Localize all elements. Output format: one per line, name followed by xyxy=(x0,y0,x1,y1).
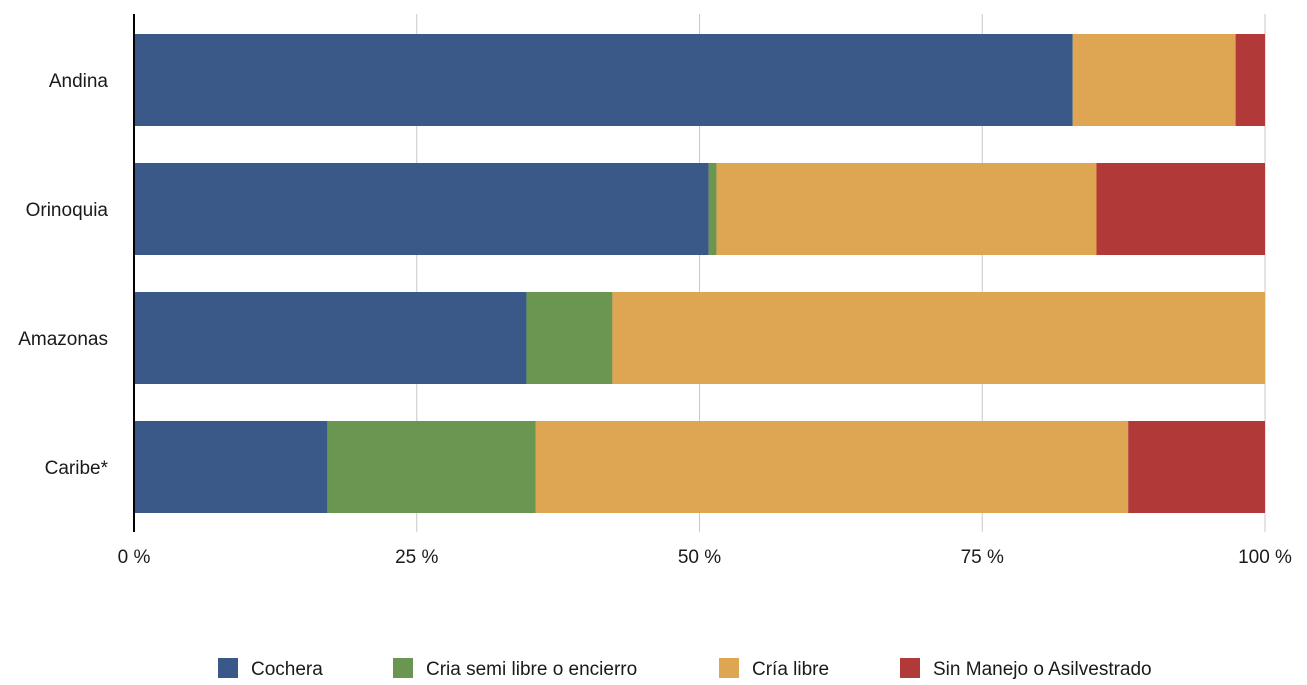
bar-amazonas-cria-libre xyxy=(612,292,1265,384)
category-labels: Andina Orinoquia Amazonas Caribe* xyxy=(18,71,108,479)
x-tick-label: 75 % xyxy=(961,547,1004,568)
legend-label: Sin Manejo o Asilvestrado xyxy=(933,659,1152,680)
bar-caribe-cria-semi-libre-o-encierro xyxy=(327,421,536,513)
bar-andina-cria-libre xyxy=(1072,34,1236,126)
x-tick-label: 50 % xyxy=(678,547,721,568)
legend-label: Cría libre xyxy=(752,659,829,680)
bar-caribe-cochera xyxy=(134,421,328,513)
category-label: Andina xyxy=(49,71,109,92)
bar-amazonas-cria-semi-libre-o-encierro xyxy=(526,292,613,384)
legend-swatch xyxy=(393,658,413,678)
legend-item-cria-semi-libre-o-encierro: Cria semi libre o encierro xyxy=(393,658,637,680)
legend-swatch xyxy=(218,658,238,678)
x-tick-label: 0 % xyxy=(118,547,151,568)
bar-andina-cochera xyxy=(134,34,1073,126)
bar-orinoquia-cochera xyxy=(134,163,709,255)
legend-item-cria-libre: Cría libre xyxy=(719,658,829,680)
category-label: Caribe* xyxy=(45,458,109,479)
bar-andina-sin-manejo-o-asilvestrado xyxy=(1235,34,1265,126)
x-tick-labels: 0 % 25 % 50 % 75 % 100 % xyxy=(118,547,1292,568)
legend-item-sin-manejo-o-asilvestrado: Sin Manejo o Asilvestrado xyxy=(900,658,1152,680)
legend-swatch xyxy=(719,658,739,678)
bars-group xyxy=(134,34,1265,513)
legend-label: Cria semi libre o encierro xyxy=(426,659,637,680)
bar-orinoquia-cria-libre xyxy=(716,163,1097,255)
bar-amazonas-cochera xyxy=(134,292,527,384)
bar-orinoquia-sin-manejo-o-asilvestrado xyxy=(1096,163,1265,255)
bar-caribe-sin-manejo-o-asilvestrado xyxy=(1128,421,1265,513)
x-tick-label: 100 % xyxy=(1238,547,1292,568)
legend: Cochera Cria semi libre o encierro Cría li… xyxy=(218,658,1152,680)
legend-item-cochera: Cochera xyxy=(218,658,323,680)
legend-label: Cochera xyxy=(251,659,323,680)
bar-caribe-cria-libre xyxy=(535,421,1129,513)
x-tick-label: 25 % xyxy=(395,547,438,568)
category-label: Amazonas xyxy=(18,329,108,350)
category-label: Orinoquia xyxy=(26,200,109,221)
bar-orinoquia-cria-semi-libre-o-encierro xyxy=(708,163,717,255)
legend-swatch xyxy=(900,658,920,678)
